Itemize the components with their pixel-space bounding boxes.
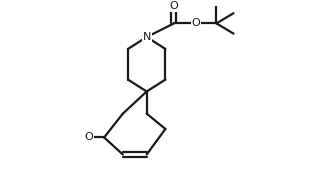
Text: O: O	[169, 1, 178, 11]
Text: O: O	[85, 132, 93, 142]
Text: N: N	[143, 32, 151, 42]
Text: O: O	[192, 18, 201, 28]
